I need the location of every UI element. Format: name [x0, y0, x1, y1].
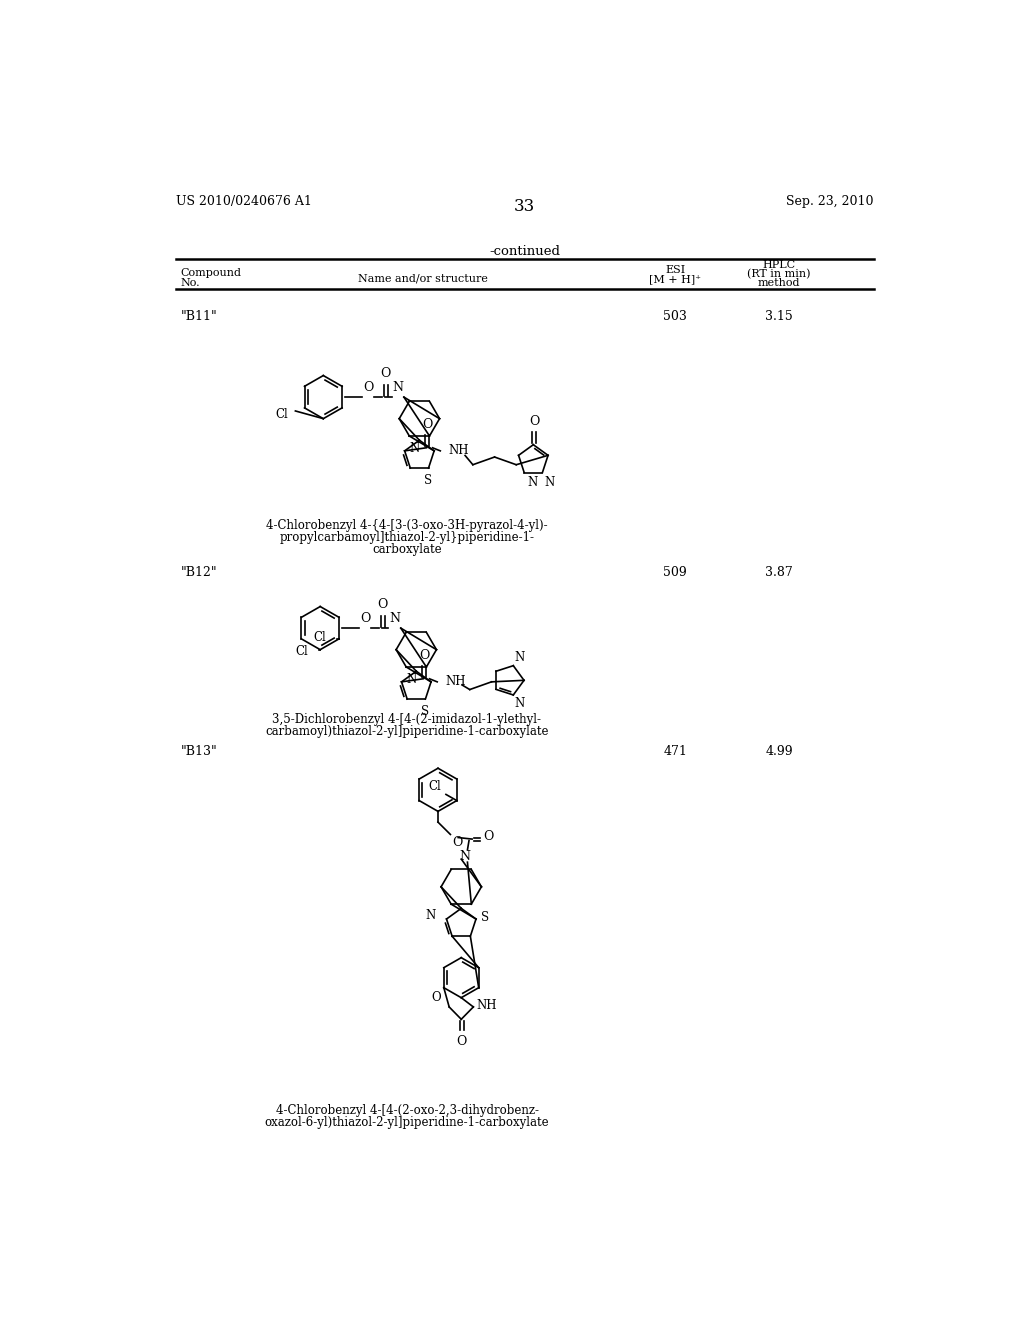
Text: HPLC: HPLC [763, 260, 796, 271]
Text: S: S [421, 705, 429, 718]
Text: O: O [456, 1035, 467, 1048]
Text: US 2010/0240676 A1: US 2010/0240676 A1 [176, 195, 312, 209]
Text: 3.15: 3.15 [765, 310, 793, 323]
Text: O: O [360, 612, 371, 626]
Text: 503: 503 [664, 310, 687, 323]
Text: O: O [377, 598, 387, 611]
Text: Compound: Compound [180, 268, 242, 277]
Text: 3,5-Dichlorobenzyl 4-[4-(2-imidazol-1-ylethyl-: 3,5-Dichlorobenzyl 4-[4-(2-imidazol-1-yl… [272, 713, 542, 726]
Text: O: O [432, 991, 441, 1003]
Text: N: N [389, 612, 400, 626]
Text: N: N [410, 442, 420, 455]
Text: ESI: ESI [665, 264, 685, 275]
Text: Cl: Cl [274, 408, 288, 421]
Text: 509: 509 [664, 566, 687, 579]
Text: 33: 33 [514, 198, 536, 215]
Text: oxazol-6-yl)thiazol-2-yl]piperidine-1-carboxylate: oxazol-6-yl)thiazol-2-yl]piperidine-1-ca… [264, 1117, 549, 1130]
Text: NH: NH [476, 999, 497, 1012]
Text: 4-Chlorobenzyl 4-{4-[3-(3-oxo-3H-pyrazol-4-yl)-: 4-Chlorobenzyl 4-{4-[3-(3-oxo-3H-pyrazol… [266, 519, 548, 532]
Text: [M + H]⁺: [M + H]⁺ [649, 275, 701, 285]
Text: -continued: -continued [489, 244, 560, 257]
Text: S: S [425, 474, 432, 487]
Text: O: O [452, 836, 462, 849]
Text: "B12": "B12" [180, 566, 217, 579]
Text: O: O [364, 381, 374, 395]
Text: 3.87: 3.87 [765, 566, 793, 579]
Text: O: O [420, 649, 430, 661]
Text: S: S [480, 911, 488, 924]
Text: N: N [392, 381, 403, 395]
Text: N: N [407, 673, 417, 686]
Text: 4-Chlorobenzyl 4-[4-(2-oxo-2,3-dihydrobenz-: 4-Chlorobenzyl 4-[4-(2-oxo-2,3-dihydrobe… [275, 1104, 539, 1117]
Text: N: N [425, 909, 435, 923]
Text: O: O [423, 418, 433, 430]
Text: Cl: Cl [428, 780, 441, 793]
Text: "B11": "B11" [180, 310, 217, 323]
Text: 4.99: 4.99 [765, 744, 793, 758]
Text: carbamoyl)thiazol-2-yl]piperidine-1-carboxylate: carbamoyl)thiazol-2-yl]piperidine-1-carb… [265, 725, 549, 738]
Text: 471: 471 [664, 744, 687, 758]
Text: No.: No. [180, 277, 201, 288]
Text: O: O [529, 414, 540, 428]
Text: O: O [483, 829, 494, 842]
Text: NH: NH [449, 445, 469, 457]
Text: carboxylate: carboxylate [372, 544, 441, 557]
Text: N: N [515, 651, 525, 664]
Text: N: N [527, 475, 538, 488]
Text: Cl: Cl [295, 644, 308, 657]
Text: Sep. 23, 2010: Sep. 23, 2010 [786, 195, 873, 209]
Text: N: N [544, 475, 554, 488]
Text: N: N [515, 697, 525, 710]
Text: method: method [758, 277, 800, 288]
Text: Cl: Cl [313, 631, 327, 644]
Text: "B13": "B13" [180, 744, 217, 758]
Text: propylcarbamoyl]thiazol-2-yl}piperidine-1-: propylcarbamoyl]thiazol-2-yl}piperidine-… [280, 531, 535, 544]
Text: Name and/or structure: Name and/or structure [357, 273, 487, 282]
Text: (RT in min): (RT in min) [748, 268, 811, 279]
Text: O: O [380, 367, 390, 380]
Text: NH: NH [445, 676, 466, 688]
Text: N: N [459, 850, 470, 862]
